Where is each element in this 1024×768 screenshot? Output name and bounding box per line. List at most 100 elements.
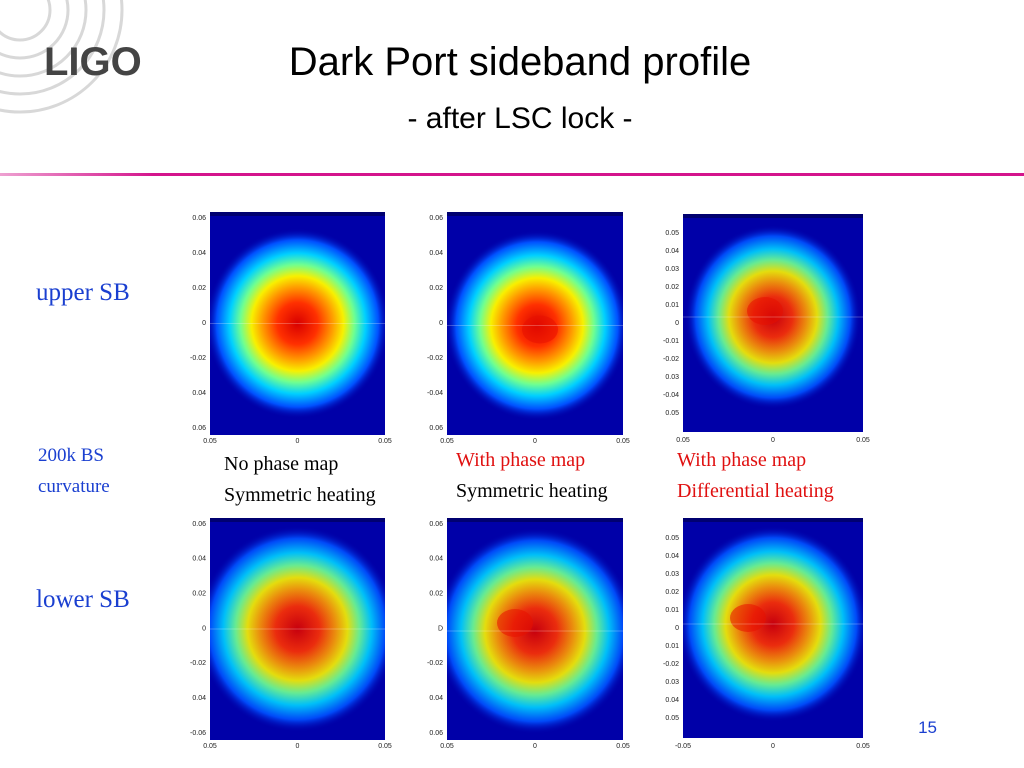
y-tick-label: D [438, 625, 443, 632]
logo: LIGO [44, 40, 142, 84]
y-tick-label: 0.04 [429, 250, 443, 257]
y-tick-label: -0.02 [190, 355, 206, 362]
beam-profile [210, 228, 385, 419]
y-tick-label: 0.02 [665, 589, 679, 596]
y-tick-label: -0.02 [663, 661, 679, 668]
x-tick-label: 0.05 [378, 438, 392, 445]
y-tick-label: 0 [675, 320, 679, 327]
x-tick-label: 0.05 [440, 438, 454, 445]
x-tick-label: 0 [296, 438, 300, 445]
x-tick-label: 0 [533, 438, 537, 445]
caption: Symmetric heating [456, 480, 608, 502]
y-tick-label: 0 [202, 625, 206, 632]
x-tick-label: 0 [771, 437, 775, 444]
y-tick-label: -0.02 [190, 660, 206, 667]
x-tick-label: -0.05 [675, 743, 691, 750]
y-tick-label: 0.06 [429, 521, 443, 528]
y-tick-label: 0.06 [429, 425, 443, 432]
hot-spot [730, 604, 766, 632]
y-tick-label: 0.01 [665, 302, 679, 309]
logo-arcs [0, 0, 124, 114]
y-tick-label: 0.02 [192, 591, 206, 598]
y-tick-label: 0.04 [192, 250, 206, 257]
y-tick-label: 0.01 [665, 607, 679, 614]
heatmap-panel: 0.05 0.04 0.03 0.02 0.01 0 -0.01 -0.02 0.03 -0.04… [663, 214, 870, 444]
subtitle: - after LSC lock - [407, 102, 632, 135]
top-band [447, 518, 623, 522]
y-tick-label: -0.04 [663, 392, 679, 399]
x-tick-label: 0.05 [856, 437, 870, 444]
caption: Differential heating [677, 480, 834, 502]
y-tick-label: 0.04 [665, 248, 679, 255]
y-tick-label: 0.03 [665, 374, 679, 381]
y-tick-label: 0.06 [192, 425, 206, 432]
y-tick-label: 0.06 [192, 521, 206, 528]
x-tick-label: 0 [296, 743, 300, 750]
beam-profile [447, 528, 623, 734]
x-tick-label: 0.05 [676, 437, 690, 444]
y-tick-label: 0.05 [665, 535, 679, 542]
x-tick-label: 0.05 [856, 743, 870, 750]
heatmap-panel: 0.06 0.04 0.02 0 -0.02 -0.04 0.06 0.05 0 0.05 [427, 212, 630, 445]
heatmap [210, 518, 385, 740]
heatmap-panel: 0.05 0.04 0.03 0.02 0.01 0 0.01 -0.02 0.03 0.04 0.… [663, 518, 870, 750]
x-tick-label: 0.05 [203, 438, 217, 445]
y-tick-label: 0.02 [665, 284, 679, 291]
y-tick-label: 0.04 [665, 553, 679, 560]
heatmap [683, 214, 863, 432]
top-band [683, 214, 863, 218]
row-label: curvature [38, 476, 110, 497]
x-tick-label: 0 [533, 743, 537, 750]
y-tick-label: -0.06 [190, 730, 206, 737]
y-tick-label: 0 [675, 625, 679, 632]
y-tick-label: 0.03 [665, 571, 679, 578]
top-band [210, 212, 385, 216]
y-tick-label: 0.06 [429, 215, 443, 222]
y-tick-label: 0.06 [192, 215, 206, 222]
y-tick-label: 0.03 [665, 266, 679, 273]
caption: With phase map [677, 449, 806, 471]
caption: Symmetric heating [224, 484, 376, 506]
heatmap [683, 518, 863, 738]
y-tick-label: 0.02 [429, 591, 443, 598]
heatmap [447, 518, 623, 740]
hot-spot [497, 609, 533, 637]
y-tick-label: -0.02 [427, 355, 443, 362]
caption: With phase map [456, 449, 585, 471]
y-tick-label: 0.05 [665, 715, 679, 722]
page-number: 15 [918, 718, 937, 737]
y-tick-label: -0.04 [427, 390, 443, 397]
beam-profile [210, 526, 385, 732]
y-tick-label: 0.04 [429, 556, 443, 563]
y-tick-label: 0 [439, 320, 443, 327]
x-tick-label: 0 [771, 743, 775, 750]
row-label: lower SB [36, 586, 130, 613]
heatmap-panel: 0.06 0.04 0.02 0 -0.02 0.04 -0.06 0.05 0 0.05 [190, 518, 392, 750]
top-band [683, 518, 863, 522]
x-tick-label: 0.05 [616, 438, 630, 445]
y-tick-label: 0.02 [429, 285, 443, 292]
heatmap [447, 212, 623, 435]
y-tick-label: -0.02 [427, 660, 443, 667]
x-tick-label: 0.05 [378, 743, 392, 750]
y-tick-label: 0.04 [192, 390, 206, 397]
x-tick-label: 0.05 [203, 743, 217, 750]
heatmap-panel: 0.06 0.04 0.02 D -0.02 0.04 0.06 0.05 0 0.05 [427, 518, 630, 750]
y-tick-label: 0.06 [429, 730, 443, 737]
y-tick-label: 0.05 [665, 410, 679, 417]
heatmap-panel: 0.06 0.04 0.02 0 -0.02 0.04 0.06 0.05 0 0.05 [190, 212, 392, 445]
beam-profile [683, 526, 863, 722]
caption: No phase map [224, 453, 338, 475]
top-band [210, 518, 385, 522]
row-label: upper SB [36, 279, 130, 306]
hot-spot [522, 315, 558, 344]
divider [0, 173, 1024, 176]
y-tick-label: 0.04 [192, 695, 206, 702]
y-tick-label: -0.01 [663, 338, 679, 345]
y-tick-label: 0.01 [665, 643, 679, 650]
y-tick-label: 0.02 [192, 285, 206, 292]
title: Dark Port sideband profile [289, 40, 751, 84]
y-tick-label: 0.04 [665, 697, 679, 704]
